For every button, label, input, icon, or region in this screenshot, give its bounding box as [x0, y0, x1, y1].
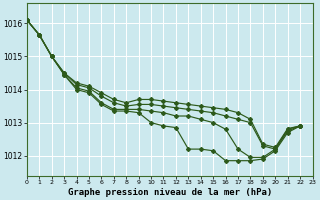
X-axis label: Graphe pression niveau de la mer (hPa): Graphe pression niveau de la mer (hPa) — [68, 188, 272, 197]
